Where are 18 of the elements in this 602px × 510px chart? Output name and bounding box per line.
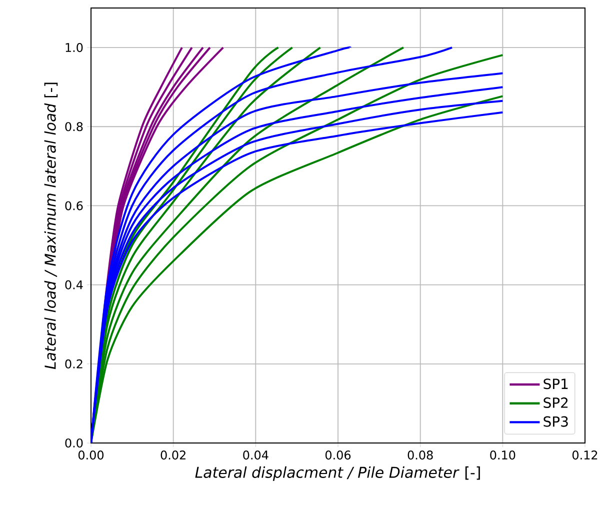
y-axis-title: Lateral load / Maximum lateral load [-] <box>44 82 58 370</box>
x-tick-label: 0.06 <box>325 450 351 460</box>
x-tick-label: 0.04 <box>243 450 268 460</box>
x-tick-label: 0.00 <box>78 450 104 460</box>
y-tick-label: 0.4 <box>65 280 83 290</box>
y-tick-label: 0.6 <box>65 201 83 210</box>
x-tick-label: 0.02 <box>160 450 186 460</box>
y-tick-label: 0.8 <box>65 122 83 132</box>
x-axis-title: Lateral displacment / Pile Diameter [-] <box>195 466 480 481</box>
x-tick-label: 0.08 <box>408 450 433 460</box>
legend-label: SP2 <box>544 397 568 408</box>
x-tick-label: 0.12 <box>572 450 598 460</box>
y-tick-label: 0.2 <box>65 359 82 368</box>
legend-label: SP1 <box>544 378 568 390</box>
x-tick-label: 0.10 <box>490 450 516 460</box>
y-tick-label: 1.0 <box>66 43 83 52</box>
y-tick-label: 0.0 <box>65 438 83 448</box>
legend-label: SP3 <box>544 416 568 427</box>
